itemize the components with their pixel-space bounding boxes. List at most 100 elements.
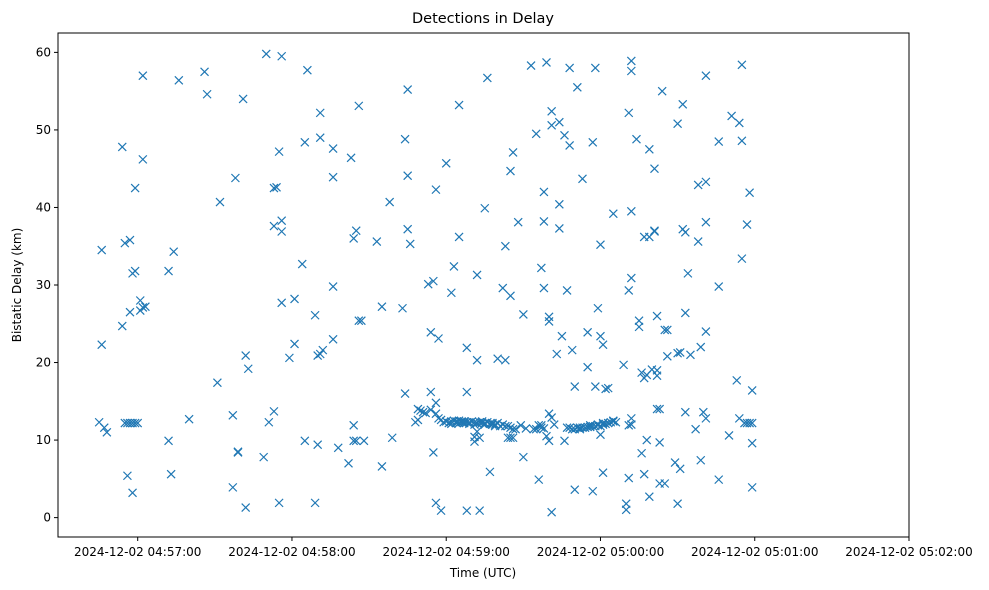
data-point-stroke	[565, 423, 575, 433]
data-point	[125, 235, 135, 245]
data-point	[431, 185, 441, 195]
data-point	[138, 154, 148, 164]
data-point	[542, 58, 551, 67]
data-point-stroke	[377, 302, 387, 312]
data-point	[634, 316, 644, 326]
data-point-stroke	[670, 458, 680, 467]
data-point	[544, 317, 554, 326]
data-point-stroke	[662, 325, 672, 335]
data-point	[400, 134, 410, 144]
data-point	[596, 331, 605, 341]
x-tick-label: 2024-12-02 04:59:00	[382, 545, 509, 559]
data-point	[683, 268, 693, 278]
data-point	[488, 420, 497, 429]
data-point	[215, 197, 225, 207]
data-point-stroke	[536, 423, 546, 433]
data-point	[498, 283, 508, 293]
data-point-stroke	[269, 221, 279, 231]
data-point-stroke	[472, 427, 482, 436]
data-point	[277, 227, 287, 236]
data-point-stroke	[405, 239, 415, 249]
data-point-stroke	[470, 420, 479, 429]
data-point	[428, 276, 438, 286]
data-point-stroke	[652, 311, 662, 321]
data-point-stroke	[626, 56, 636, 66]
data-point	[554, 223, 564, 233]
data-point	[691, 424, 701, 434]
data-point-stroke	[120, 238, 130, 248]
data-point-stroke	[601, 384, 611, 394]
data-point	[349, 436, 359, 446]
data-point	[547, 120, 557, 130]
data-point-stroke	[241, 351, 251, 360]
data-point	[482, 73, 492, 83]
data-point	[673, 499, 683, 509]
data-point	[385, 197, 395, 207]
data-point-stroke	[539, 187, 549, 197]
data-point	[351, 226, 361, 236]
data-point-stroke	[596, 331, 605, 341]
data-point-stroke	[539, 424, 549, 433]
data-point-stroke	[624, 473, 634, 483]
data-point-stroke	[277, 216, 287, 226]
data-point	[310, 498, 320, 508]
data-point-stroke	[547, 507, 557, 517]
data-point	[313, 440, 323, 450]
data-point	[544, 409, 554, 419]
data-point	[354, 316, 364, 326]
data-point	[624, 286, 634, 295]
data-point	[570, 382, 580, 391]
data-point	[212, 378, 222, 388]
data-point-stroke	[747, 418, 757, 428]
data-point-stroke	[724, 431, 734, 440]
data-point	[333, 443, 343, 453]
data-point	[588, 137, 598, 147]
data-point	[624, 420, 634, 430]
data-point	[747, 386, 757, 395]
data-point-stroke	[698, 407, 708, 417]
data-point-stroke	[431, 498, 441, 508]
data-point	[431, 498, 441, 508]
data-point	[117, 321, 127, 331]
data-point-stroke	[554, 223, 564, 233]
data-point-stroke	[349, 436, 359, 446]
data-point	[403, 224, 413, 234]
y-axis: 0 10 20 30 40 50 60	[36, 45, 58, 525]
data-point-stroke	[318, 345, 328, 355]
data-point-stroke	[675, 464, 685, 474]
data-point-stroke	[547, 120, 557, 130]
data-point	[578, 174, 587, 184]
data-point-stroke	[536, 263, 546, 273]
data-point-stroke	[372, 237, 382, 247]
y-tick-label: 20	[36, 356, 51, 370]
data-point	[449, 261, 459, 271]
data-point-stroke	[565, 63, 575, 73]
data-point-stroke	[637, 448, 647, 458]
data-point	[696, 455, 706, 465]
data-point	[608, 209, 618, 219]
data-point	[670, 458, 680, 467]
data-point	[680, 227, 690, 237]
data-point-stroke	[506, 291, 515, 301]
data-point-stroke	[701, 413, 711, 423]
data-point	[696, 342, 706, 352]
data-point-stroke	[462, 506, 472, 516]
data-point-stroke	[531, 424, 541, 434]
data-point-stroke	[135, 296, 145, 305]
data-point-stroke	[230, 173, 240, 183]
data-point-stroke	[742, 220, 752, 229]
data-point-stroke	[542, 58, 551, 67]
data-point-stroke	[354, 101, 364, 111]
data-point	[272, 182, 281, 192]
data-point	[734, 118, 744, 128]
data-point-stroke	[356, 316, 366, 326]
data-point	[531, 129, 541, 139]
data-point	[747, 418, 757, 428]
data-point-stroke	[585, 420, 595, 430]
data-point	[660, 325, 670, 335]
data-point	[657, 86, 667, 96]
data-point-stroke	[475, 433, 485, 443]
data-point-stroke	[462, 343, 472, 353]
data-point	[508, 433, 518, 443]
